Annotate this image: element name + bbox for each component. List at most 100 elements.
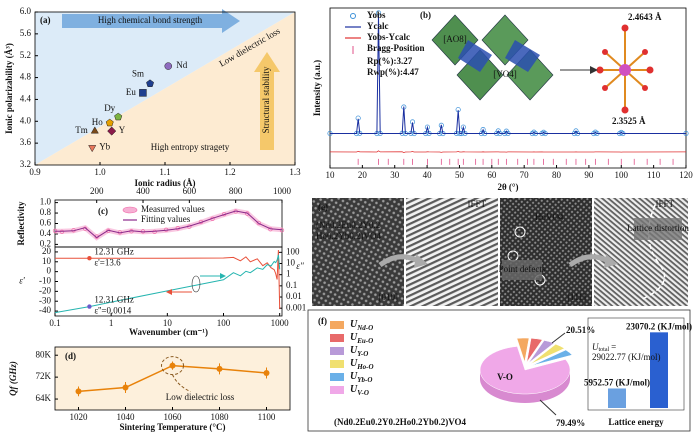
y2-axis-label: ε'' (296, 261, 304, 271)
x-axis-label: Sintering Temperature (°C) (120, 422, 226, 432)
legend-label: UEu-O (350, 332, 373, 344)
leader (551, 332, 566, 344)
x-tick-label: 80 (552, 170, 562, 180)
value-label: 23070.2 (KJ/mol) (626, 321, 692, 331)
y-tick-label: 80K (36, 349, 52, 359)
bar (650, 332, 668, 408)
diff-line (329, 150, 687, 154)
x-tick-label: 10 (163, 318, 173, 328)
formula: (Nd0.2Eu0.2Y0.2Ho0.2Yb0.2)VO4 (334, 417, 467, 427)
legend-swatch (330, 334, 344, 342)
measured-point (245, 211, 250, 216)
legend-swatch (330, 347, 344, 355)
measured-point (59, 229, 65, 235)
legend-swatch (330, 386, 344, 394)
legend-label: UNd-O (350, 319, 373, 331)
point-label: Nd (176, 60, 187, 70)
arrow-stability (254, 52, 280, 150)
plot-frame (54, 346, 291, 411)
annotation-symbol: U (592, 342, 599, 352)
point (216, 365, 223, 372)
x-tick-label: 90 (584, 170, 594, 180)
legend-subscript: Y-O (357, 350, 368, 358)
point (114, 112, 123, 121)
x-tick-label: 10 (326, 170, 336, 180)
panel-label: (f) (318, 316, 327, 326)
annotation-subscript: total (599, 347, 610, 353)
point (122, 384, 129, 391)
y-tick-label: 5.6 (20, 28, 32, 38)
legend-symbol: U (350, 371, 358, 382)
y-tick-label: 100 (286, 246, 300, 256)
pie-slice (516, 337, 530, 363)
legend-swatch (330, 321, 344, 329)
y-tick-label: 4.4 (20, 93, 32, 103)
point-label: ε''=0.0014 (94, 306, 131, 316)
y-tick-label: 0.6 (40, 218, 52, 228)
legend-swatch (330, 360, 344, 368)
data-line (55, 249, 281, 310)
axis-arrow-head (166, 289, 172, 295)
point-label: Eu (126, 87, 136, 97)
formula-line: (Nd0.2Eu0.2Y0.2 (316, 220, 380, 230)
panel-f-frame (307, 309, 691, 432)
highlight-arrow (172, 374, 191, 393)
y-tick-label: 20 (42, 246, 52, 256)
point (105, 118, 114, 127)
point (169, 362, 176, 369)
point-note: 12.31 GHz (94, 246, 134, 256)
y-tick-label: 5.2 (20, 50, 31, 60)
point-label: Dy (104, 103, 115, 113)
x-tick-label: 120 (679, 170, 693, 180)
legend-subscript: Yb-O (357, 376, 372, 384)
legend-symbol: U (350, 384, 358, 395)
pie-slice (530, 343, 566, 365)
point-label: Yb (99, 142, 110, 152)
yobs-point (541, 129, 547, 135)
annotation: 29022.77 (KJ/mol) (592, 352, 661, 362)
y-tick-label: 0.8 (40, 207, 52, 217)
y-tick-label: 4.8 (20, 72, 32, 82)
x-tick-label: 20 (358, 170, 368, 180)
chart-title: Lattice energy (608, 417, 664, 427)
point (164, 62, 172, 70)
legend-label: UYb-O (350, 371, 372, 383)
y-tick-label: 3.2 (20, 159, 31, 169)
x-tick-label: 50 (455, 170, 465, 180)
fit-line (55, 210, 283, 239)
x-tick-label: 1.1 (159, 167, 170, 177)
point (107, 126, 117, 136)
legend-swatch (330, 373, 344, 381)
legend-subscript: V-O (357, 389, 369, 397)
y-tick-label: 10 (42, 256, 52, 266)
image-caption: IFFT (467, 199, 486, 209)
legend-symbol (350, 13, 356, 19)
value-label: 79.49% (556, 418, 585, 428)
point (88, 145, 97, 153)
pie-slice (526, 338, 543, 363)
axis-arrow-head (220, 273, 226, 279)
x-tick-label: 1.0 (94, 167, 106, 177)
y-tick-label: 0.001 (286, 302, 306, 312)
x-tick-label: 1080 (211, 412, 230, 422)
value-label: 5952.57 (KJ/mol) (584, 378, 650, 388)
annotation: Rwp(%):4.47 (367, 67, 419, 77)
legend-symbol: U (350, 358, 358, 369)
point-label: Sm (132, 69, 144, 79)
point (90, 126, 99, 134)
pie-slice (528, 340, 555, 364)
legend-label: UV-O (350, 384, 369, 396)
formula-line: Ho0.2Yb0.2)VO4 (316, 231, 381, 241)
legend-label: Yobs-Ycalc (367, 32, 410, 42)
y-axis-label: Intensity (a.u.) (312, 60, 322, 116)
legend-label: Ycalc (367, 21, 389, 31)
x-tick-label: 110 (647, 170, 661, 180)
point-label: Ho (92, 117, 103, 127)
panel-label: (d) (65, 351, 76, 361)
legend-label: Bragg-Position (367, 43, 425, 53)
x-tick-label: 1.3 (289, 167, 301, 177)
x-tick-label: 0.9 (29, 167, 41, 177)
y-tick-label: -20 (39, 285, 51, 295)
y-tick-label: -40 (39, 305, 51, 315)
point-label: Tm (75, 125, 88, 135)
